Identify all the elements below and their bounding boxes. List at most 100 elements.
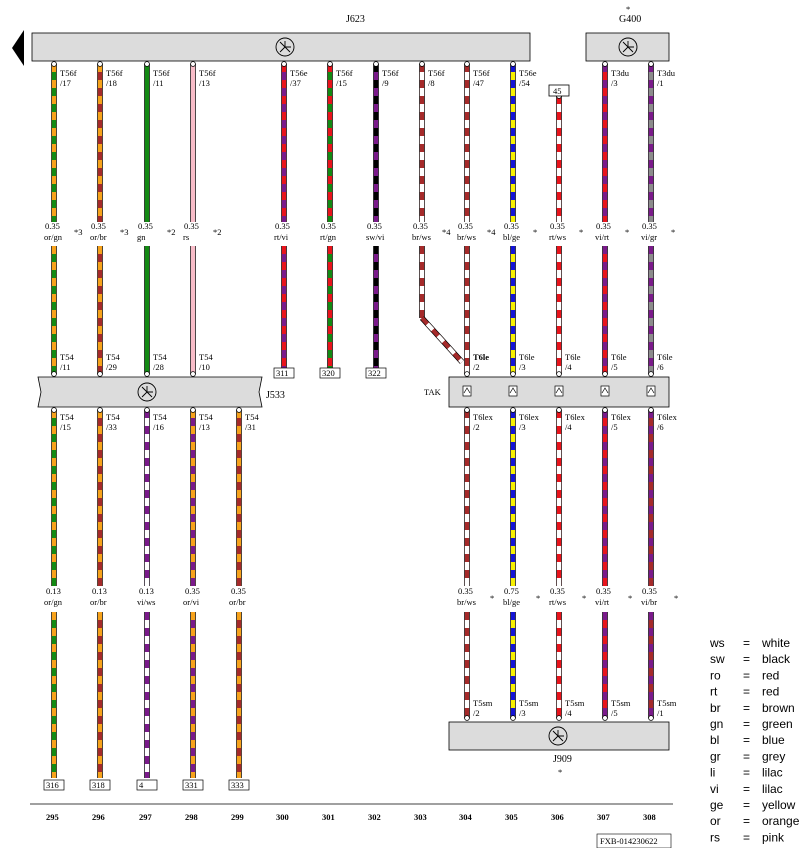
upper-wire-300-size: 0.35 bbox=[275, 221, 290, 231]
lower-left-wire-296-ref: 318 bbox=[92, 780, 105, 790]
lower-right-wire-304-note: * bbox=[490, 593, 494, 603]
lower-right-wire-306-bot-pin: T5sm bbox=[565, 698, 585, 708]
lower-left-wire-297-size: 0.13 bbox=[139, 586, 154, 596]
lower-left-wire-295-ref: 316 bbox=[46, 780, 59, 790]
legend-eq-ge: = bbox=[743, 798, 750, 812]
lower-left-wire-296-terminal bbox=[97, 407, 103, 413]
column-number-308: 308 bbox=[643, 812, 656, 822]
j533-top-pin-2: T54 bbox=[153, 352, 167, 362]
upper-wire-301-pin-num: /15 bbox=[336, 78, 347, 88]
lower-right-wire-305-top-terminal bbox=[510, 407, 516, 413]
lower-right-wire-304-pin-num: /2 bbox=[473, 422, 480, 432]
upper-wire-302-color: sw/vi bbox=[366, 232, 385, 242]
column-numbers: 295 296 297 298 299 300 301 302 303 304 305 306 307 3… bbox=[46, 812, 656, 822]
legend-code-ge: ge bbox=[710, 798, 724, 812]
lower-left-wire-296-color: or/br bbox=[90, 597, 107, 607]
lower-left-wire-297-terminal bbox=[144, 407, 150, 413]
tak-connector-arrow-icon-0 bbox=[463, 387, 471, 394]
j533-top-pin-3: T54 bbox=[199, 352, 213, 362]
lower-left-wire-299-terminal bbox=[236, 407, 242, 413]
upper-wire-296-pin: T56f bbox=[106, 68, 123, 78]
upper-wire-308-top-terminal bbox=[648, 61, 654, 67]
legend-eq-br: = bbox=[743, 701, 750, 715]
upper-wire-303-note: *4 bbox=[442, 227, 451, 237]
upper-wire-300-ref: 311 bbox=[276, 368, 288, 378]
upper-wire-302-size: 0.35 bbox=[367, 221, 382, 231]
lower-left-wire-299-ref: 333 bbox=[231, 780, 244, 790]
legend-code-li: li bbox=[710, 766, 715, 780]
lower-right-wire-306-pin-num: /4 bbox=[565, 422, 572, 432]
lower-right-wire-305-note: * bbox=[536, 593, 540, 603]
lower-right-wire-307-bot-pin: T5sm bbox=[611, 698, 631, 708]
lower-left-wire-298-terminal bbox=[190, 407, 196, 413]
page-back-arrow-icon[interactable] bbox=[12, 30, 24, 66]
upper-wire-303-size: 0.35 bbox=[413, 221, 428, 231]
upper-wire-296-note: *3 bbox=[120, 227, 129, 237]
j533-top-pin-num-3: /10 bbox=[199, 362, 210, 372]
lower-right-wire-306-note: * bbox=[582, 593, 586, 603]
column-number-306: 306 bbox=[551, 812, 564, 822]
j623-label: J623 bbox=[346, 14, 365, 25]
tak-top-pin-3: T6le bbox=[611, 352, 627, 362]
lower-left-wire-298-ref-box bbox=[182, 779, 204, 791]
legend-eq-or: = bbox=[743, 814, 750, 828]
tak-top-pin-num-0: /2 bbox=[473, 362, 480, 372]
lower-right-wire-307-bot-num: /5 bbox=[611, 708, 618, 718]
upper-wire-297-pin-num: /11 bbox=[153, 78, 164, 88]
lower-left-wire-295-color: or/gn bbox=[44, 597, 63, 607]
tak-label: TAK bbox=[424, 387, 442, 397]
legend-name-gn: green bbox=[762, 717, 793, 731]
tak-top-pin-0: T6le bbox=[473, 352, 489, 362]
lower-right-wire-308-pin: T6lex bbox=[657, 412, 678, 422]
upper-wire-304-note: *4 bbox=[487, 227, 496, 237]
legend-code-ro: ro bbox=[710, 668, 721, 682]
legend-code-rt: rt bbox=[710, 685, 718, 699]
legend-name-ro: red bbox=[762, 668, 779, 682]
upper-wire-304-color: br/ws bbox=[457, 232, 476, 242]
upper-wire-305-top-terminal bbox=[510, 61, 516, 67]
upper-wire-300-pin: T56e bbox=[290, 68, 308, 78]
lower-left-wire-297-pin: T54 bbox=[153, 412, 167, 422]
upper-wire-301-color: rt/gn bbox=[320, 232, 337, 242]
lower-right-wire-308-bot-pin: T5sm bbox=[657, 698, 677, 708]
lower-right-wire-304-bot-num: /2 bbox=[473, 708, 480, 718]
upper-wire-307-pin-num: /3 bbox=[611, 78, 618, 88]
upper-wire-301-ref: 320 bbox=[322, 368, 335, 378]
upper-wire-308-note: * bbox=[671, 227, 675, 237]
legend-name-vi: lilac bbox=[762, 782, 783, 796]
lower-left-wire-297-pin-num: /16 bbox=[153, 422, 164, 432]
lower-left-wire-296-pin: T54 bbox=[106, 412, 120, 422]
lower-right-wire-308-size: 0.35 bbox=[642, 586, 657, 596]
column-number-301: 301 bbox=[322, 812, 335, 822]
upper-wire-307-color: vi/rt bbox=[595, 232, 610, 242]
upper-wire-301-pin: T56f bbox=[336, 68, 353, 78]
upper-wire-297-top-terminal bbox=[144, 61, 150, 67]
tak-top-pin-num-3: /5 bbox=[611, 362, 618, 372]
upper-wire-296-pin-num: /18 bbox=[106, 78, 117, 88]
lower-right-wire-306-color: rt/ws bbox=[549, 597, 566, 607]
legend-name-ge: yellow bbox=[762, 798, 796, 812]
column-number-304: 304 bbox=[459, 812, 473, 822]
upper-wire-307-top-terminal bbox=[602, 61, 608, 67]
lower-right-wire-304-color: br/ws bbox=[457, 597, 476, 607]
legend-eq-rt: = bbox=[743, 685, 750, 699]
lower-left-wire-298-ref: 331 bbox=[185, 780, 198, 790]
lower-right-wire-305-bottom-terminal bbox=[510, 715, 516, 721]
lower-right-wire-307-color: vi/rt bbox=[595, 597, 610, 607]
upper-wire-300-ref-box bbox=[273, 367, 295, 379]
tak-top-pin-num-4: /6 bbox=[657, 362, 664, 372]
upper-wire-307-note: * bbox=[625, 227, 629, 237]
upper-wire-296-size: 0.35 bbox=[91, 221, 106, 231]
j533-top-pin-0: T54 bbox=[60, 352, 74, 362]
lower-right-wire-306-bot-num: /4 bbox=[565, 708, 572, 718]
g400-star: * bbox=[626, 4, 630, 14]
lower-left-wire-296-pin-num: /33 bbox=[106, 422, 117, 432]
upper-wire-300-pin-num: /37 bbox=[290, 78, 301, 88]
upper-wire-303-pin-num: /8 bbox=[428, 78, 435, 88]
j533-top-terminal-3 bbox=[190, 371, 196, 377]
upper-wire-305-color: bl/ge bbox=[503, 232, 520, 242]
tak-top-terminal-0 bbox=[464, 371, 470, 377]
legend-code-or: or bbox=[710, 814, 721, 828]
lower-left-wire-298-pin: T54 bbox=[199, 412, 213, 422]
